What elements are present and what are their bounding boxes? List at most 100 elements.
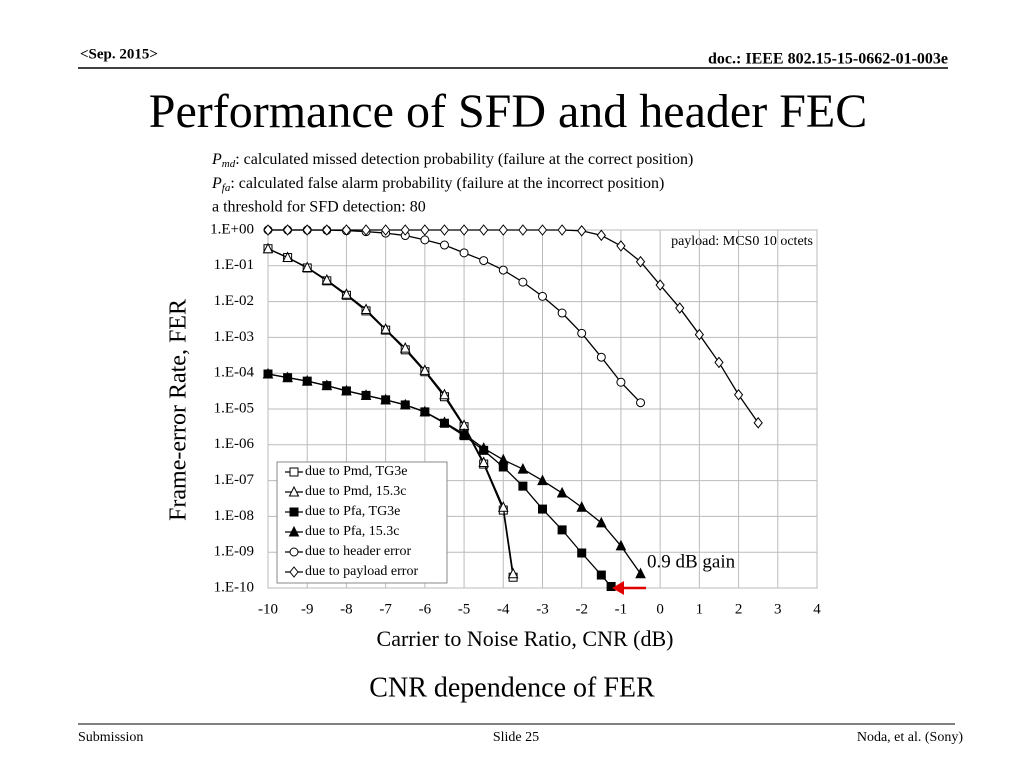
caption: CNR dependence of FER	[369, 672, 655, 703]
marker	[636, 398, 646, 408]
marker	[341, 288, 352, 299]
marker	[616, 377, 626, 387]
slide-title: Performance of SFD and header FEC	[149, 85, 867, 138]
marker	[497, 501, 509, 512]
x-tick-label: -6	[419, 601, 432, 617]
marker	[596, 516, 607, 528]
x-tick-label: 3	[774, 601, 782, 617]
marker	[458, 427, 470, 439]
marker	[301, 261, 313, 272]
marker	[478, 456, 489, 468]
note: a threshold for SFD detection: 80	[212, 199, 426, 216]
marker	[497, 453, 509, 465]
annotation: payload: MCS0 10 octets	[671, 234, 813, 249]
marker	[615, 539, 627, 551]
header-date: <Sep. 2015>	[80, 46, 158, 62]
marker	[557, 308, 567, 318]
y-tick-label: 1.E-07	[214, 472, 255, 488]
marker	[419, 405, 431, 417]
x-axis-label: Carrier to Noise Ratio, CNR (dB)	[377, 626, 674, 651]
legend-label: due to Pmd, 15.3c	[305, 484, 407, 499]
y-tick-label: 1.E-08	[214, 508, 254, 524]
legend-label: due to header error	[305, 544, 411, 559]
marker	[263, 224, 273, 236]
footer-left: Submission	[78, 730, 143, 745]
marker	[596, 352, 606, 362]
marker	[596, 229, 606, 242]
marker	[380, 323, 391, 334]
marker	[557, 224, 567, 236]
x-tick-label: -4	[497, 601, 510, 617]
marker	[694, 328, 704, 341]
marker	[262, 367, 274, 379]
marker	[537, 474, 548, 486]
marker	[606, 582, 616, 592]
legend-label: due to Pfa, TG3e	[305, 504, 400, 519]
marker	[400, 224, 410, 236]
marker	[282, 371, 293, 383]
marker	[538, 504, 547, 514]
marker	[282, 251, 293, 263]
marker	[341, 224, 352, 236]
marker	[655, 279, 665, 291]
marker	[478, 442, 489, 453]
x-tick-label: -2	[575, 601, 588, 617]
marker	[518, 481, 528, 491]
marker	[518, 224, 528, 236]
marker	[733, 388, 744, 401]
legend-box	[276, 461, 448, 584]
y-axis-label: Frame-error Rate, FER	[166, 299, 192, 521]
marker	[301, 375, 313, 386]
y-tick-label: 1.E-10	[214, 579, 254, 595]
legend-label: due to Pmd, TG3e	[305, 464, 407, 479]
marker	[557, 525, 567, 535]
marker	[538, 291, 547, 301]
marker	[459, 248, 469, 258]
marker	[635, 255, 646, 268]
marker	[289, 467, 299, 477]
marker	[399, 398, 411, 410]
x-tick-label: -9	[301, 601, 314, 617]
marker	[577, 328, 587, 338]
marker	[288, 485, 300, 497]
marker	[380, 393, 391, 405]
y-tick-label: 1.E-02	[214, 293, 254, 309]
y-tick-label: 1.E-06	[214, 436, 255, 452]
marker	[399, 342, 411, 353]
x-tick-label: 4	[813, 601, 821, 617]
marker	[361, 224, 371, 236]
marker	[479, 256, 489, 266]
x-tick-label: -7	[379, 601, 392, 617]
marker	[518, 277, 528, 287]
marker	[439, 416, 450, 427]
y-tick-label: 1.E+00	[210, 221, 254, 237]
legend-label: due to payload error	[305, 564, 418, 579]
marker	[576, 501, 588, 512]
marker	[675, 302, 685, 314]
marker	[381, 224, 391, 236]
x-tick-label: -5	[458, 601, 471, 617]
note: Pfa: calculated false alarm probability …	[211, 175, 664, 194]
marker	[289, 566, 299, 578]
marker	[289, 547, 299, 557]
y-tick-label: 1.E-05	[214, 400, 254, 416]
header-doc: doc.: IEEE 802.15-15-0662-01-003e	[708, 51, 948, 68]
annotation: 0.9 dB gain	[647, 551, 736, 572]
marker	[420, 224, 430, 236]
marker	[498, 265, 508, 275]
marker	[616, 240, 626, 252]
marker	[360, 389, 372, 400]
y-tick-label: 1.E-04	[214, 365, 255, 381]
marker	[439, 224, 450, 236]
marker	[507, 567, 519, 579]
y-tick-label: 1.E-01	[214, 257, 254, 273]
marker	[360, 303, 372, 315]
marker	[517, 462, 529, 474]
marker	[459, 224, 469, 236]
x-tick-label: -10	[258, 601, 278, 617]
x-tick-label: -1	[615, 601, 628, 617]
marker	[420, 235, 430, 245]
marker	[577, 224, 587, 237]
marker	[537, 224, 548, 236]
marker	[479, 224, 489, 236]
